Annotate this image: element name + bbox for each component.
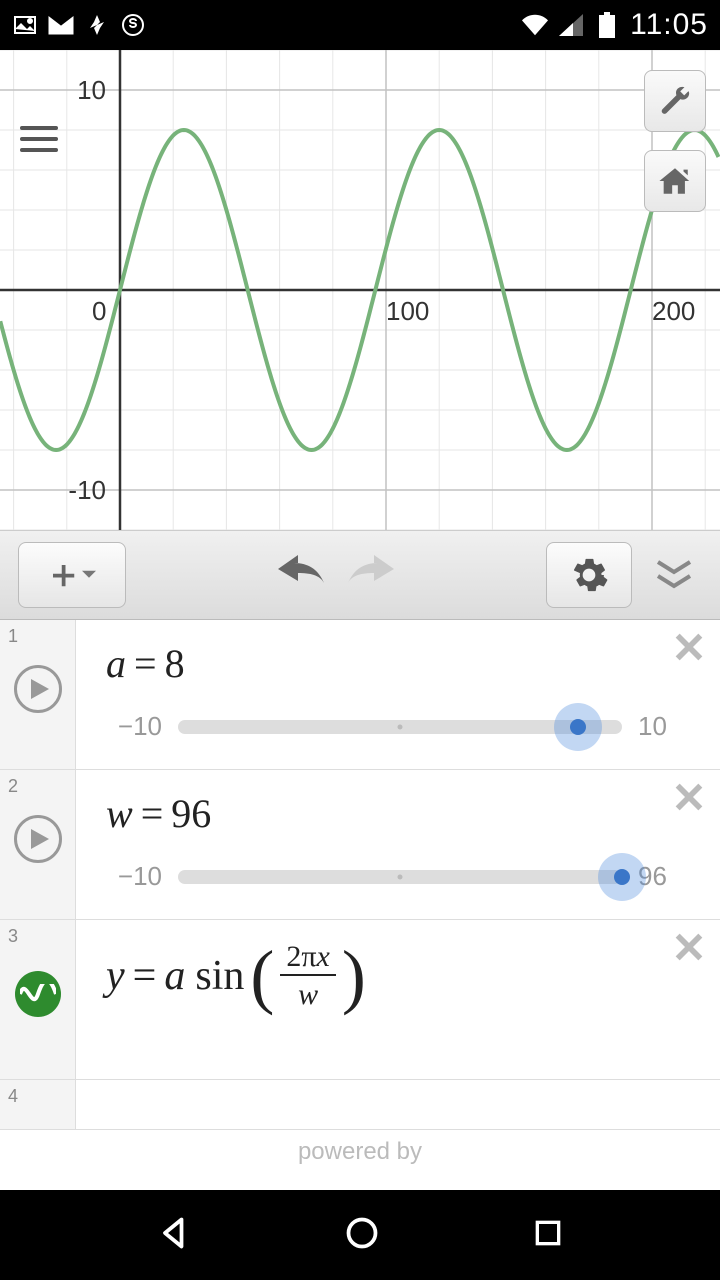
powered-by-label: powered by	[0, 1130, 720, 1174]
android-nav-bar	[0, 1190, 720, 1280]
slider[interactable]: −10 10	[106, 711, 694, 742]
svg-text:10: 10	[77, 75, 106, 105]
hamburger-icon[interactable]	[20, 120, 58, 158]
back-button[interactable]	[156, 1215, 192, 1256]
delete-expression-button[interactable]	[672, 630, 706, 669]
expression-body[interactable]: w = 96 −10 96	[76, 770, 720, 919]
svg-text:100: 100	[386, 296, 429, 326]
battery-icon	[594, 12, 620, 38]
collapse-button[interactable]	[646, 547, 702, 603]
expression-row[interactable]: 2 w = 96 −10 96	[0, 770, 720, 920]
undo-button[interactable]	[274, 555, 326, 596]
pinwheel-icon	[84, 12, 110, 38]
undo-redo-group	[140, 555, 532, 596]
expression-list: 1 a = 8 −10 10 2 w = 96 −10 96 3 y=asin(2πxw) 4pow…	[0, 620, 720, 1190]
expression-index: 4	[0, 1080, 76, 1129]
svg-text:0: 0	[92, 296, 106, 326]
slider-thumb[interactable]	[570, 719, 586, 735]
status-left	[12, 12, 146, 38]
function-color-icon[interactable]	[15, 971, 61, 1017]
expression-row[interactable]: 3 y=asin(2πxw)	[0, 920, 720, 1080]
slider-track[interactable]	[178, 720, 622, 734]
signal-icon	[558, 12, 584, 38]
add-expression-button[interactable]	[18, 542, 126, 608]
play-button[interactable]	[14, 665, 62, 713]
wrench-button[interactable]	[644, 70, 706, 132]
function-formula: y=asin(2πxw)	[106, 940, 694, 1012]
mail-icon	[48, 12, 74, 38]
graph-area[interactable]: 0 100 200 -10 10	[0, 50, 720, 530]
status-bar: 11:05	[0, 0, 720, 50]
expression-index: 2	[0, 770, 76, 919]
slider-track[interactable]	[178, 870, 622, 884]
slider-formula: a = 8	[106, 640, 694, 687]
expression-body[interactable]	[76, 1080, 720, 1129]
play-button[interactable]	[14, 815, 62, 863]
delete-expression-button[interactable]	[672, 780, 706, 819]
settings-button[interactable]	[546, 542, 632, 608]
expression-row[interactable]: 1 a = 8 −10 10	[0, 620, 720, 770]
wifi-icon	[522, 12, 548, 38]
home-nav-button[interactable]	[344, 1215, 380, 1256]
delete-expression-button[interactable]	[672, 930, 706, 969]
circle-s-icon	[120, 12, 146, 38]
recent-apps-button[interactable]	[532, 1217, 564, 1254]
slider[interactable]: −10 96	[106, 861, 694, 892]
slider-max: 10	[638, 711, 694, 742]
app-area: 0100200-1010 1a = 8−10102w =	[0, 50, 720, 1190]
expression-toolbar	[0, 530, 720, 620]
expression-body[interactable]: a = 8 −10 10	[76, 620, 720, 769]
expression-index: 3	[0, 920, 76, 1079]
svg-text:200: 200	[652, 296, 695, 326]
expression-index: 1	[0, 620, 76, 769]
slider-min: −10	[106, 861, 162, 892]
redo-button[interactable]	[346, 555, 398, 596]
slider-min: −10	[106, 711, 162, 742]
slider-max: 96	[638, 861, 694, 892]
status-time: 11:05	[630, 8, 708, 42]
slider-thumb[interactable]	[614, 869, 630, 885]
picture-icon	[12, 12, 38, 38]
chevron-down-icon	[82, 568, 96, 582]
home-button[interactable]	[644, 150, 706, 212]
expression-body[interactable]: y=asin(2πxw)	[76, 920, 720, 1079]
slider-formula: w = 96	[106, 790, 694, 837]
status-right: 11:05	[522, 8, 708, 42]
svg-text:-10: -10	[68, 475, 106, 505]
expression-row[interactable]: 4	[0, 1080, 720, 1130]
graph-svg: 0 100 200 -10 10	[0, 50, 720, 530]
